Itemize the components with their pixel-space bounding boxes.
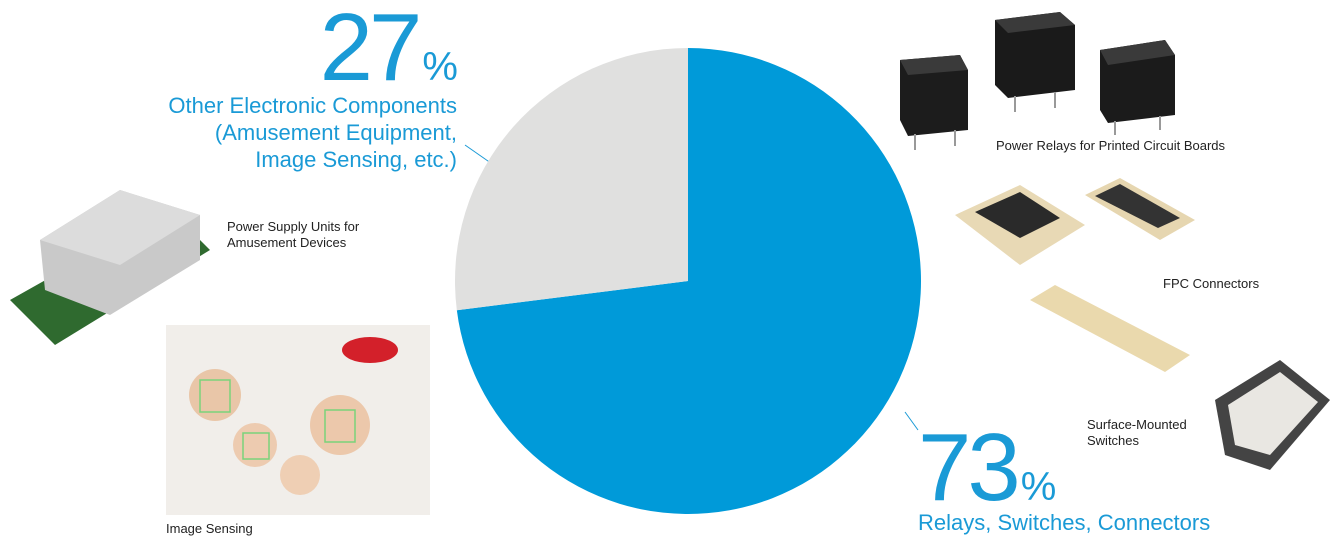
category-label: Other Electronic Components (Amusement Eq…: [168, 93, 457, 172]
annotation: Surface-Mounted Switches: [1087, 417, 1187, 448]
annotation: Image Sensing: [166, 521, 253, 536]
value-number: 27: [320, 0, 419, 101]
value-label: 73%: [918, 414, 1056, 521]
image-sensing-photo: [166, 325, 430, 515]
annotation-line: Switches: [1087, 433, 1140, 448]
annotation-line: Power Supply Units for: [227, 219, 360, 234]
switch-image: [1215, 360, 1330, 470]
annotation: Power Supply Units for Amusement Devices: [227, 219, 360, 250]
annotation-line: FPC Connectors: [1163, 276, 1260, 291]
value-unit: %: [1021, 465, 1057, 509]
category-label-line: (Amusement Equipment,: [215, 120, 457, 145]
category-label: Relays, Switches, Connectors: [918, 510, 1210, 535]
value-unit: %: [422, 45, 458, 89]
category-label-line: Image Sensing, etc.): [255, 147, 457, 172]
annotation-line: Surface-Mounted: [1087, 417, 1187, 432]
annotation-line: Power Relays for Printed Circuit Boards: [996, 138, 1226, 153]
leader-line: [904, 411, 919, 431]
pie-slice: [456, 48, 921, 514]
psu-image: [10, 190, 210, 345]
relays-image: [900, 12, 1175, 150]
category-label-line: Other Electronic Components: [168, 93, 457, 118]
value-number: 73: [918, 414, 1017, 521]
value-label: 27%: [320, 0, 458, 101]
pie-slice: [454, 48, 688, 311]
connectors-image: [955, 178, 1195, 372]
annotation-line: Amusement Devices: [227, 235, 347, 250]
annotation: Power Relays for Printed Circuit Boards: [996, 138, 1226, 153]
annotation-line: Image Sensing: [166, 521, 253, 536]
category-label-line: Relays, Switches, Connectors: [918, 510, 1210, 535]
annotation: FPC Connectors: [1163, 276, 1260, 291]
